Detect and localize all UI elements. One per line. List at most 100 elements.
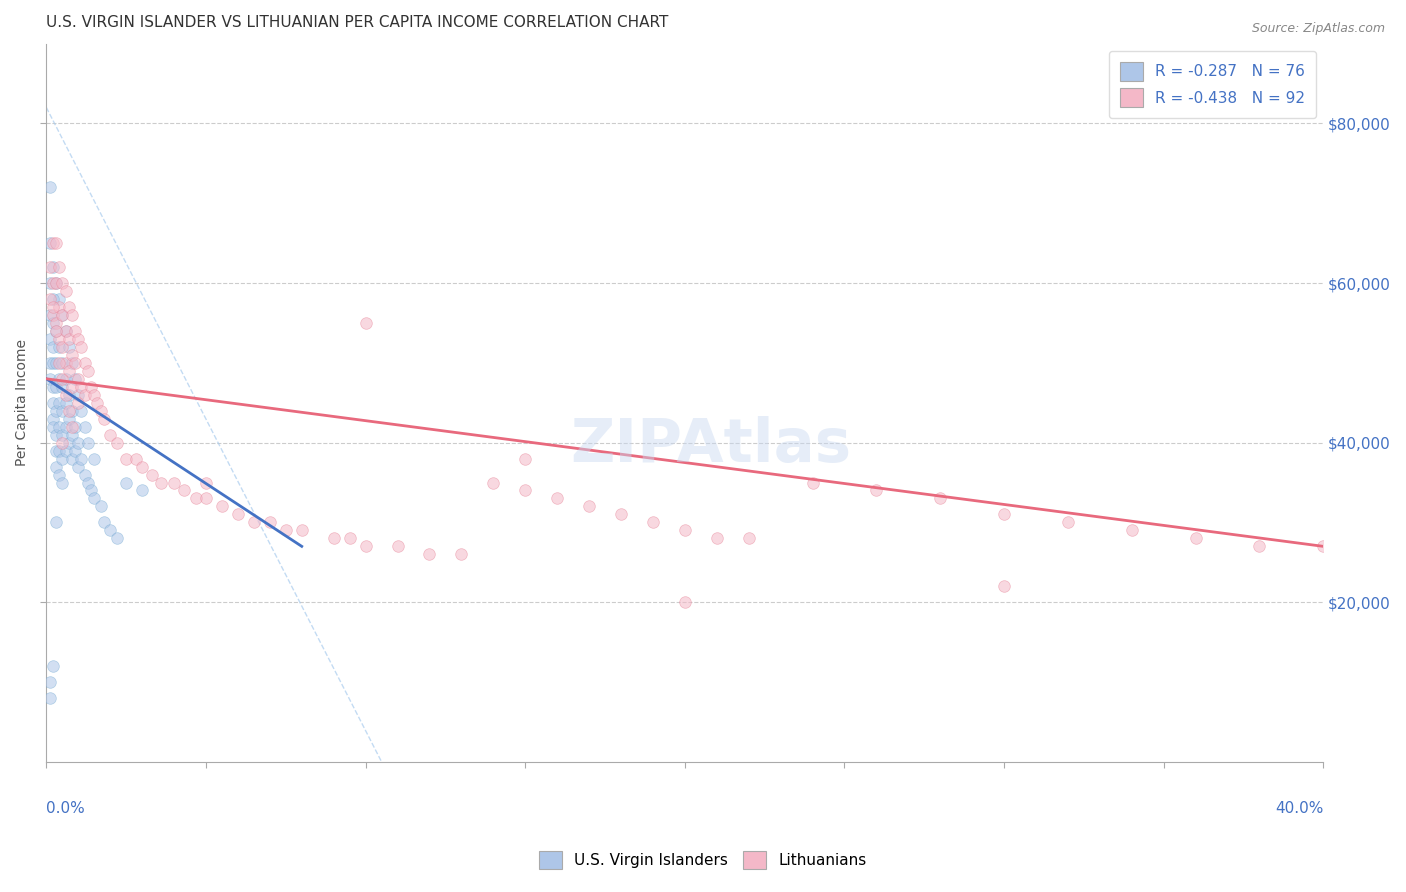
Point <box>67 372 90 386</box>
Point <box>55 388 77 402</box>
Point <box>42 292 65 306</box>
Point <box>45 516 67 530</box>
Point <box>98 524 121 538</box>
Point <box>339 532 361 546</box>
Point <box>60 427 83 442</box>
Point <box>51 475 73 490</box>
Point <box>58 300 80 314</box>
Point <box>73 356 96 370</box>
Point <box>58 403 80 417</box>
Point <box>38 690 60 705</box>
Point <box>55 443 77 458</box>
Point <box>482 475 505 490</box>
Point <box>48 340 70 354</box>
Point <box>51 403 73 417</box>
Point <box>45 380 67 394</box>
Point <box>993 579 1015 593</box>
Point <box>63 356 86 370</box>
Point <box>51 427 73 442</box>
Point <box>48 419 70 434</box>
Point <box>90 500 112 514</box>
Point <box>38 260 60 274</box>
Point <box>58 435 80 450</box>
Point <box>60 451 83 466</box>
Point <box>186 491 208 506</box>
Point <box>141 467 163 482</box>
Point <box>48 467 70 482</box>
Point <box>58 340 80 354</box>
Point <box>60 356 83 370</box>
Point <box>48 332 70 346</box>
Point <box>70 451 93 466</box>
Point <box>42 236 65 251</box>
Point <box>1121 524 1143 538</box>
Point <box>93 411 115 425</box>
Point <box>38 180 60 194</box>
Point <box>67 332 90 346</box>
Point <box>51 451 73 466</box>
Y-axis label: Per Capita Income: Per Capita Income <box>15 339 30 467</box>
Point <box>67 459 90 474</box>
Point <box>673 524 696 538</box>
Point <box>45 236 67 251</box>
Point <box>83 491 105 506</box>
Point <box>48 372 70 386</box>
Point <box>515 483 537 498</box>
Point <box>70 403 93 417</box>
Point <box>63 419 86 434</box>
Point <box>1249 539 1271 553</box>
Point <box>673 595 696 609</box>
Point <box>51 435 73 450</box>
Point <box>48 292 70 306</box>
Point <box>55 324 77 338</box>
Point <box>60 380 83 394</box>
Point <box>86 395 108 409</box>
Point <box>42 276 65 290</box>
Point <box>42 659 65 673</box>
Point <box>45 459 67 474</box>
Text: ZIPAtlas: ZIPAtlas <box>569 417 851 475</box>
Legend: R = -0.287   N = 76, R = -0.438   N = 92: R = -0.287 N = 76, R = -0.438 N = 92 <box>1109 52 1316 118</box>
Point <box>450 547 472 561</box>
Point <box>38 332 60 346</box>
Point <box>211 500 233 514</box>
Point <box>38 308 60 322</box>
Text: U.S. VIRGIN ISLANDER VS LITHUANIAN PER CAPITA INCOME CORRELATION CHART: U.S. VIRGIN ISLANDER VS LITHUANIAN PER C… <box>46 15 669 30</box>
Point <box>38 372 60 386</box>
Point <box>48 300 70 314</box>
Point <box>226 508 249 522</box>
Point <box>42 356 65 370</box>
Point <box>45 324 67 338</box>
Point <box>418 547 440 561</box>
Point <box>131 459 153 474</box>
Point <box>48 356 70 370</box>
Point <box>58 364 80 378</box>
Point <box>243 516 266 530</box>
Point <box>1312 539 1334 553</box>
Point <box>737 532 759 546</box>
Point <box>38 276 60 290</box>
Point <box>63 443 86 458</box>
Point <box>80 483 103 498</box>
Point <box>48 395 70 409</box>
Point <box>115 475 138 490</box>
Point <box>73 388 96 402</box>
Point <box>80 380 103 394</box>
Point <box>42 419 65 434</box>
Point <box>42 308 65 322</box>
Point <box>58 332 80 346</box>
Point <box>163 475 186 490</box>
Point <box>60 308 83 322</box>
Point <box>322 532 344 546</box>
Point <box>38 236 60 251</box>
Point <box>55 419 77 434</box>
Point <box>38 292 60 306</box>
Point <box>93 516 115 530</box>
Point <box>274 524 297 538</box>
Point <box>58 388 80 402</box>
Point <box>63 372 86 386</box>
Point <box>45 276 67 290</box>
Point <box>83 451 105 466</box>
Point <box>55 324 77 338</box>
Point <box>90 403 112 417</box>
